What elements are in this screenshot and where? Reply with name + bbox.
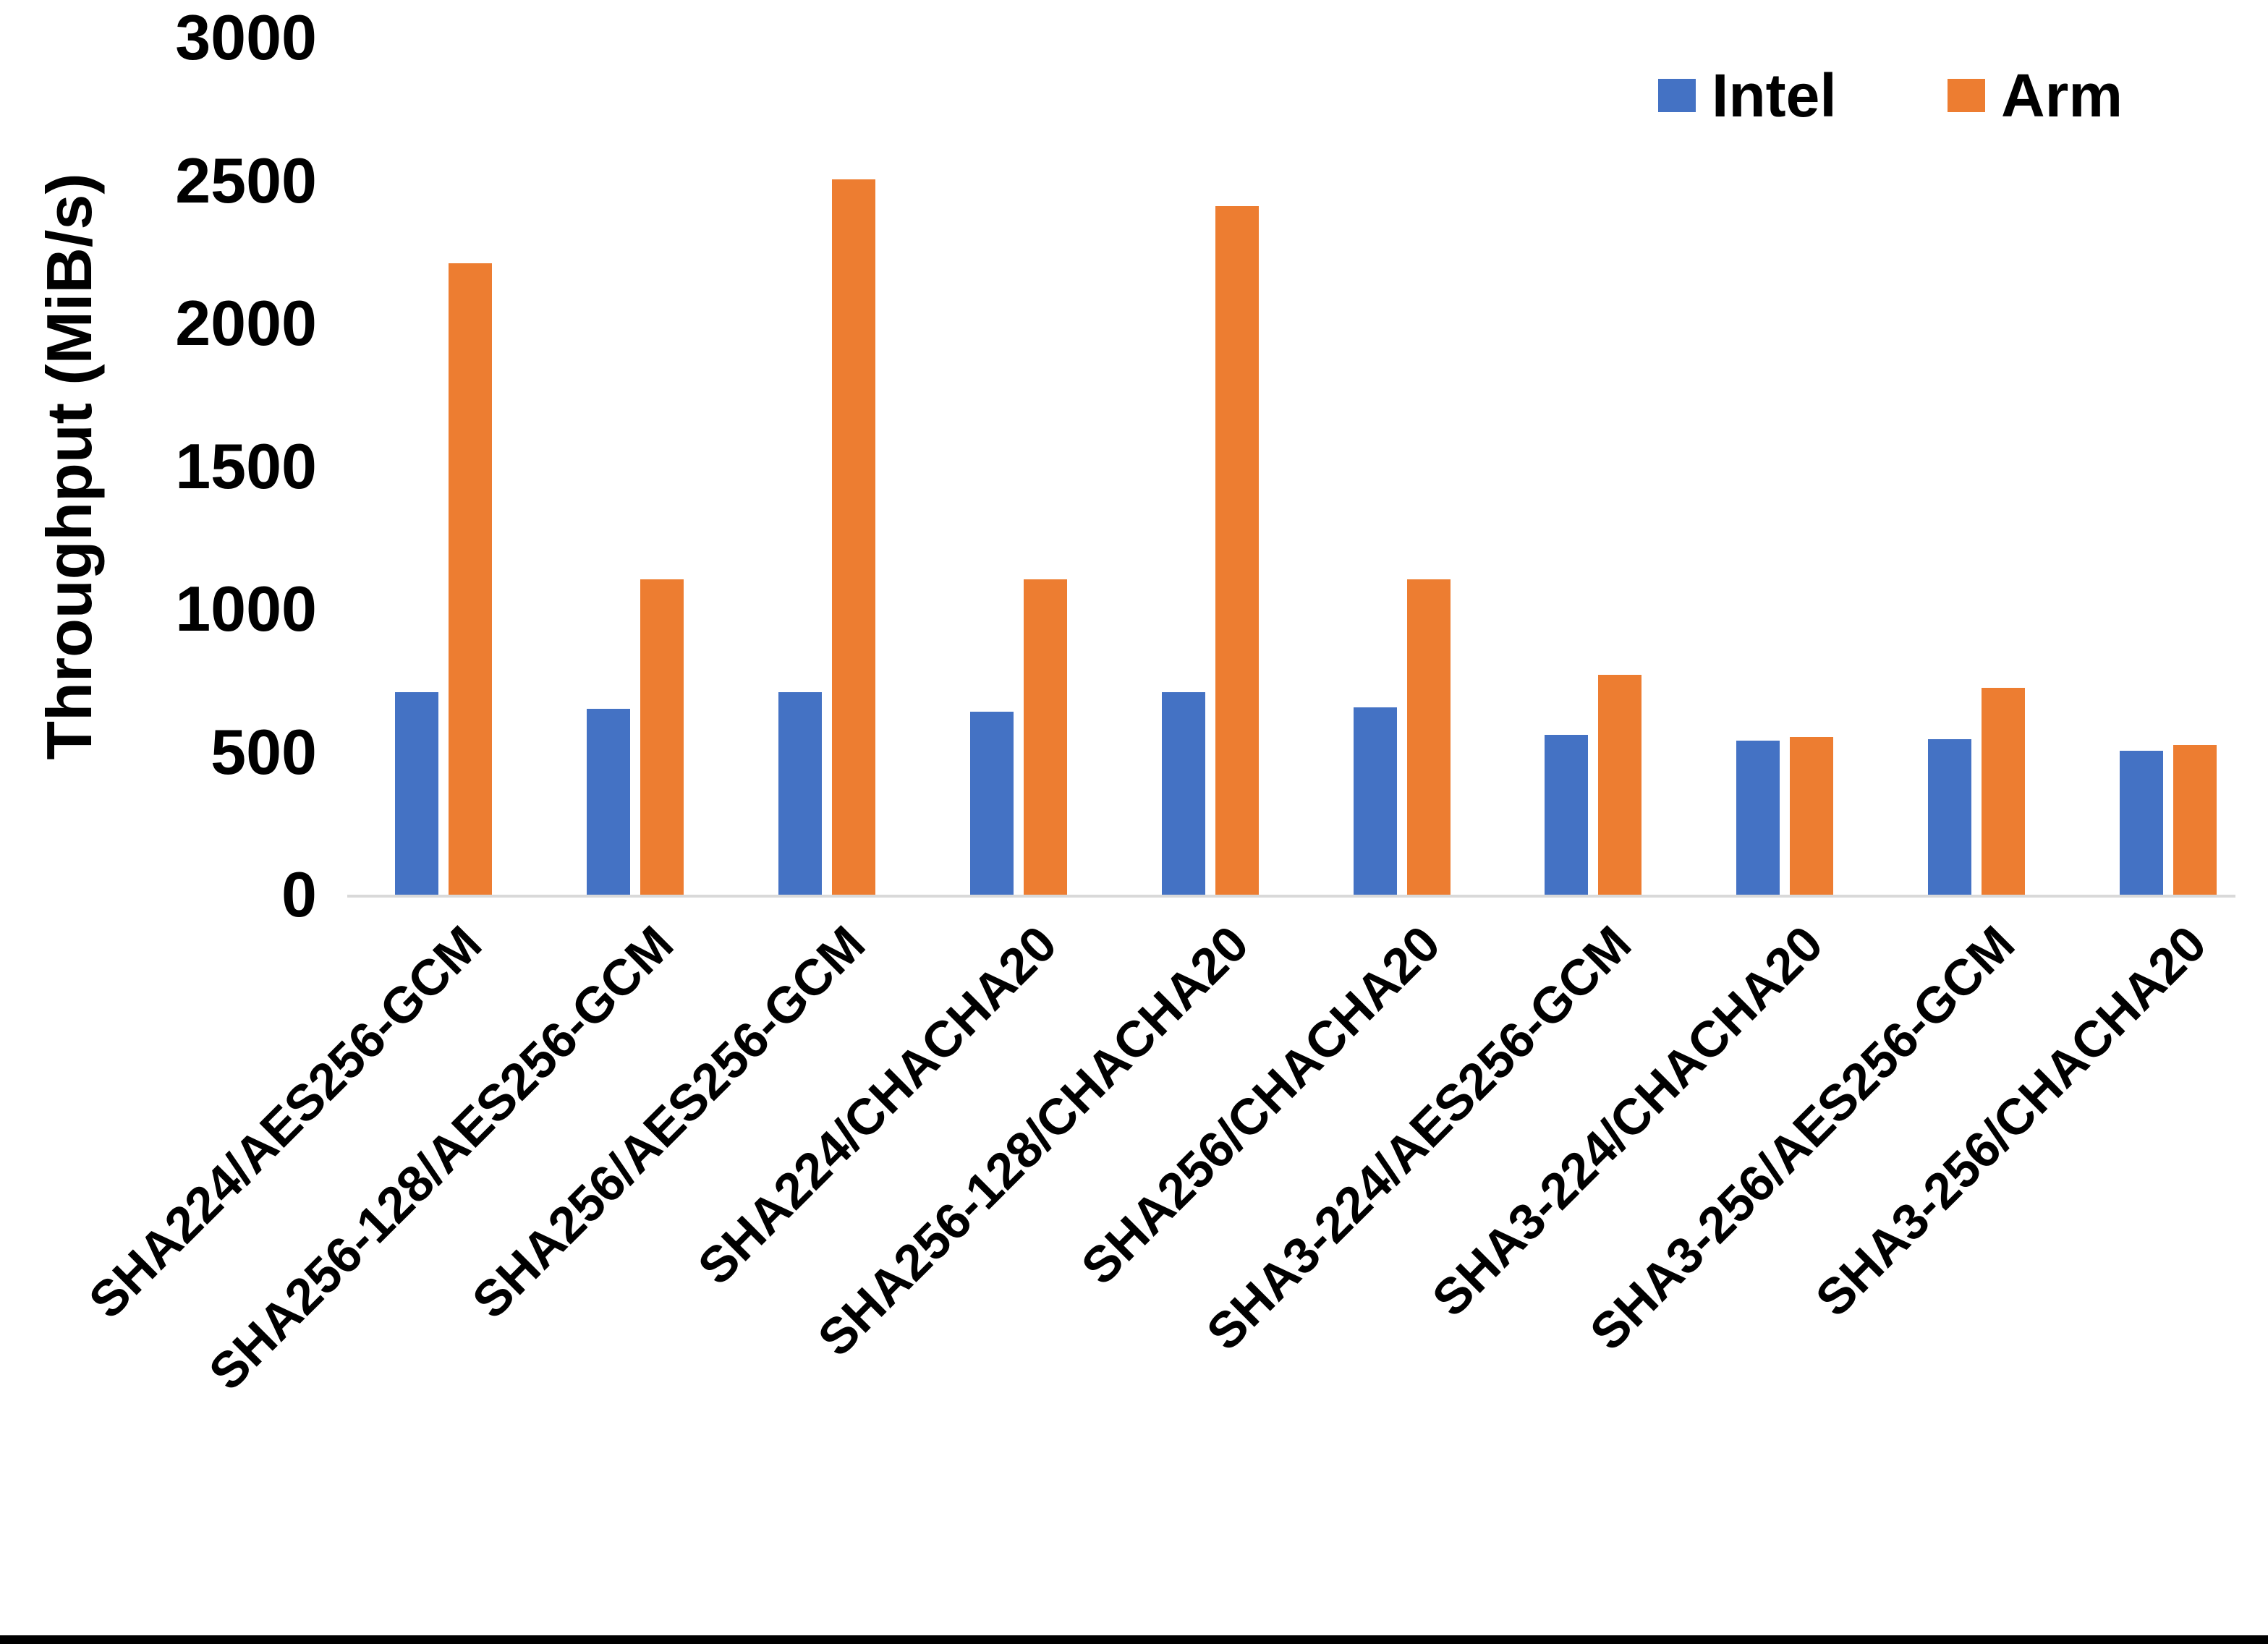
y-tick-label: 3000 [175,1,317,73]
plot-area [347,38,2235,895]
y-tick-label: 0 [281,859,317,930]
bar-arm-sha3-256/aes256-gcm [1982,687,2026,895]
bar-intel-sha224/chacha20 [969,712,1014,895]
bar-arm-sha256-128/aes256-gcm [640,579,684,895]
bar-intel-sha3-256/chacha20 [2120,750,2164,895]
x-category-label: SHA224/AES256-GCM [78,915,493,1329]
bar-intel-sha3-256/aes256-gcm [1928,738,1972,895]
bar-arm-sha224/aes256-gcm [449,263,492,895]
bar-arm-sha3-256/chacha20 [2173,744,2217,895]
y-tick-label: 2500 [175,144,317,216]
legend-label-intel: Intel [1712,61,1837,129]
bottom-border-bar [0,1635,2268,1644]
bar-arm-sha256-128/chacha20 [1215,206,1259,895]
bar-intel-sha256/aes256-gcm [778,691,822,895]
x-axis-line [347,895,2235,898]
legend-item-arm: Arm [1948,65,2123,126]
bar-arm-sha256/chacha20 [1406,579,1451,895]
bar-arm-sha3-224/aes256-gcm [1598,674,1642,895]
bar-arm-sha3-224/chacha20 [1790,736,1834,895]
arm-legend-swatch-icon [1948,79,1985,112]
intel-legend-swatch-icon [1658,79,1696,112]
y-tick-label: 1000 [175,573,317,644]
bar-intel-sha3-224/chacha20 [1736,740,1780,895]
y-tick-label: 2000 [175,287,317,359]
legend-item-intel: Intel [1658,65,1837,126]
bar-intel-sha224/aes256-gcm [395,691,438,895]
y-tick-label: 500 [211,715,317,788]
bar-intel-sha256-128/aes256-gcm [586,709,630,895]
y-tick-label: 1500 [175,430,317,502]
legend-label-arm: Arm [2001,61,2123,129]
bar-intel-sha256-128/chacha20 [1161,691,1205,895]
bar-arm-sha256/aes256-gcm [831,179,875,895]
bar-arm-sha224/chacha20 [1023,579,1067,895]
bar-intel-sha256/chacha20 [1353,707,1397,895]
bar-intel-sha3-224/aes256-gcm [1545,734,1589,895]
